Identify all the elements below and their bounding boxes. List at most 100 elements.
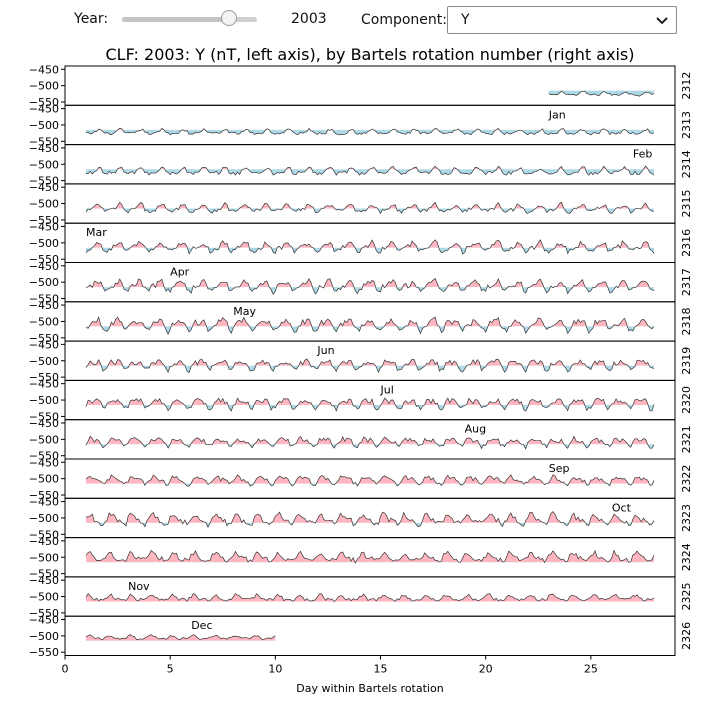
row-frame-2313	[64, 104, 676, 146]
y-tick-label: −550	[29, 646, 59, 659]
row-frame-2315	[64, 183, 676, 224]
area-above-2317	[87, 278, 650, 288]
rotation-label-2313: 2313	[680, 111, 693, 139]
y-tick-label: −500	[29, 630, 59, 643]
y-tick-label: −500	[29, 355, 59, 368]
rotation-label-2324: 2324	[680, 543, 693, 571]
month-label-Mar: Mar	[86, 226, 107, 239]
row-2319: −450 −500 −550 2319 Jun	[29, 338, 693, 384]
year-slider-thumb[interactable]	[220, 10, 237, 26]
controls-bar: Year: 2003 Component: Y	[0, 0, 704, 40]
area-above-2326	[86, 634, 276, 641]
series-line-2315	[85, 201, 655, 215]
row-2318: −450 −500 −550 2318 May	[29, 299, 693, 345]
y-tick-label: −450	[29, 613, 59, 626]
x-tick-label: 5	[167, 663, 174, 676]
y-tick-label: −550	[29, 293, 59, 306]
x-tick-label: 10	[268, 663, 282, 676]
area-above-2314	[97, 166, 649, 170]
bartels-chart: CLF: 2003: Y (nT, left axis), by Bartels…	[29, 45, 693, 695]
year-slider-fill	[122, 17, 235, 22]
row-frame-2312	[64, 65, 676, 106]
series-line-2320	[85, 397, 655, 412]
month-label-May: May	[233, 305, 256, 318]
y-tick-label: −550	[29, 568, 59, 581]
y-tick-label: −550	[29, 450, 59, 463]
y-tick-label: −450	[29, 338, 59, 351]
y-tick-label: −450	[29, 142, 59, 155]
x-tick-label: 0	[62, 663, 69, 676]
y-tick-label: −500	[29, 158, 59, 171]
row-2324: −450 −500 −550 2324	[29, 535, 693, 581]
component-select[interactable]: Y	[447, 6, 677, 34]
rotation-label-2316: 2316	[680, 229, 693, 257]
series-line-2322	[85, 474, 655, 487]
area-above-2322	[86, 474, 654, 484]
area-above-2323	[86, 511, 654, 523]
year-slider[interactable]	[122, 17, 257, 22]
row-frame-2319	[64, 340, 676, 381]
month-label-Feb: Feb	[633, 148, 652, 161]
y-tick-label: −500	[29, 433, 59, 446]
area-above-2319	[87, 359, 650, 366]
y-tick-label: −500	[29, 198, 59, 211]
month-label-Apr: Apr	[170, 266, 190, 279]
area-below-2323	[86, 522, 654, 528]
rotation-label-2326: 2326	[680, 622, 693, 650]
component-label: Component:	[361, 12, 447, 28]
month-label-Dec: Dec	[191, 619, 212, 632]
rotation-label-2312: 2312	[680, 72, 693, 100]
x-axis: 0 5 10 15 20 25	[62, 655, 598, 676]
y-tick-label: −550	[29, 175, 59, 188]
year-label: Year:	[74, 11, 109, 27]
x-tick-label: 25	[584, 663, 598, 676]
rotation-label-2318: 2318	[680, 307, 693, 335]
area-above-2321	[86, 436, 648, 445]
month-label-Oct: Oct	[612, 501, 632, 514]
row-2316: −450 −500 −550 2316 Mar	[29, 220, 693, 266]
rotation-label-2320: 2320	[680, 386, 693, 414]
rotation-label-2315: 2315	[680, 190, 693, 218]
y-tick-label: −500	[29, 315, 59, 328]
month-label-Jan: Jan	[548, 108, 566, 121]
y-tick-label: −450	[29, 378, 59, 391]
row-frame-2316	[64, 222, 676, 263]
row-2317: −450 −500 −550 2317 Apr	[29, 260, 693, 306]
y-tick-label: −450	[29, 299, 59, 312]
series-line-2314	[86, 165, 655, 176]
y-tick-label: −500	[29, 394, 59, 407]
y-tick-label: −550	[29, 332, 59, 345]
month-label-Aug: Aug	[465, 423, 486, 436]
y-tick-label: −500	[29, 591, 59, 604]
row-2323: −450 −500 −550 2323 Oct	[29, 496, 693, 542]
area-below-2325	[86, 601, 654, 602]
row-frame-2325	[64, 576, 676, 617]
row-2325: −450 −500 −550 2325 Nov	[29, 574, 693, 620]
area-above-2325	[86, 593, 654, 602]
y-tick-label: −550	[29, 214, 59, 227]
y-tick-label: −450	[29, 535, 59, 548]
y-tick-label: −550	[29, 371, 59, 384]
y-tick-label: −450	[29, 260, 59, 273]
series-line-2317	[85, 277, 655, 295]
y-tick-label: −450	[29, 456, 59, 469]
row-2322: −450 −500 −550 2322 Sep	[29, 456, 693, 502]
series-line-2318	[85, 316, 655, 335]
y-tick-label: −450	[29, 103, 59, 116]
y-tick-label: −500	[29, 512, 59, 525]
row-2321: −450 −500 −550 2321 Aug	[29, 417, 693, 463]
chevron-down-icon	[656, 17, 668, 25]
rotation-label-2322: 2322	[680, 465, 693, 493]
month-label-Jul: Jul	[380, 383, 394, 396]
chart-rows: −450−500−5502312−450−500−5502313Jan−450−…	[29, 63, 693, 659]
y-tick-label: −450	[29, 63, 59, 76]
series-line-2323	[85, 511, 655, 529]
chart-title: CLF: 2003: Y (nT, left axis), by Bartels…	[105, 45, 634, 64]
series-line-2321	[85, 435, 655, 450]
y-tick-label: −500	[29, 473, 59, 486]
month-label-Sep: Sep	[549, 462, 570, 475]
series-line-2324	[85, 549, 655, 564]
y-tick-label: −450	[29, 220, 59, 233]
month-label-Nov: Nov	[128, 580, 150, 593]
series-line-2319	[85, 358, 655, 374]
